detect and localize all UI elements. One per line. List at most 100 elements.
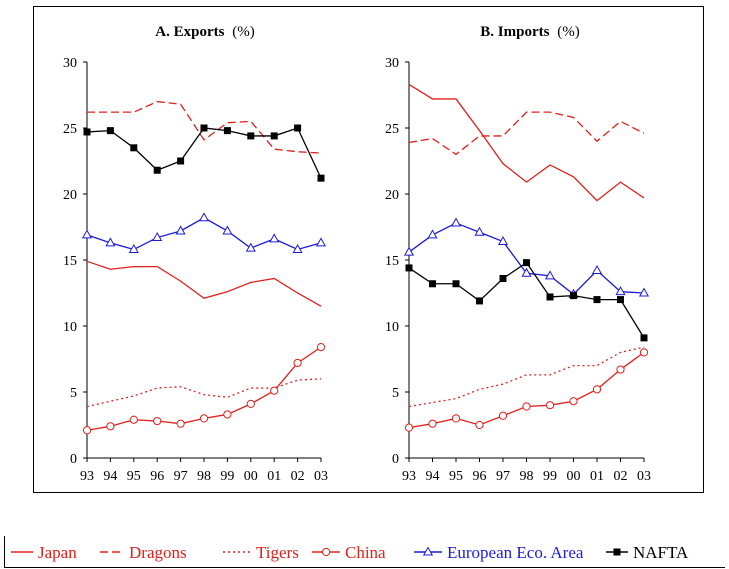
legend-item-nafta: NAFTA [606,543,689,562]
series-nafta [405,259,648,342]
point-nafta [270,132,278,140]
point-china [569,397,578,406]
series-line-china [408,351,645,429]
point-china [545,401,555,410]
x-tick-label: 96 [150,469,164,484]
point-european-eco-area [403,246,415,256]
point-european-eco-area [638,287,650,297]
x-tick-label: 94 [426,469,440,484]
point-nafta [223,127,231,135]
point-european-eco-area [198,212,210,222]
point-china [592,385,602,394]
point-china [428,419,437,428]
point-china [316,343,326,352]
point-european-eco-area [474,226,485,236]
x-tick-label: 00 [244,469,258,484]
point-european-eco-area [222,225,233,235]
x-ticks-exports: 93 94 95 96 97 98 99 00 01 02 03 [80,458,328,484]
point-european-eco-area [269,233,280,243]
panel-title-imports: B. Imports (%) [480,24,579,40]
point-china [199,414,209,423]
point-european-eco-area [292,243,303,253]
point-china [498,411,508,420]
y-tick-label: 15 [385,254,399,269]
point-nafta [106,127,114,135]
legend-label: China [345,543,386,562]
point-china [616,365,625,374]
charts-frame [33,6,704,493]
point-nafta [153,166,161,174]
point-nafta [83,128,91,136]
point-nafta [429,280,436,288]
legend-marker [321,547,331,557]
point-china [451,414,461,423]
point-european-eco-area [591,265,603,275]
legend-label: European Eco. Area [447,543,584,562]
legend-item-china: China [312,543,386,562]
point-european-eco-area [152,232,163,242]
point-european-eco-area [615,286,626,296]
point-nafta [593,296,601,304]
series-line-tigers [86,378,322,408]
series-european-eco-area [403,217,650,298]
series-line-nafta [86,127,322,179]
point-china [129,415,138,424]
x-tick-label: 02 [614,469,628,484]
x-tick-label: 00 [567,469,581,484]
series-line-japan [86,260,322,307]
point-nafta [617,296,624,304]
point-china [153,416,162,426]
point-nafta [523,259,530,267]
y-tick-label: 25 [63,122,77,137]
x-ticks-imports: 93 94 95 96 97 98 99 00 01 02 03 [402,458,651,484]
y-tick-label: 25 [385,122,399,137]
panel-imports: B. Imports (%) 0 5 10 15 20 25 30 93 94 95 96 97 98… [385,24,651,484]
series-line-tigers [408,346,645,408]
series-tigers [86,378,322,408]
series-imports [403,83,650,432]
series-dragons [87,100,322,154]
x-tick-label: 97 [174,469,188,484]
point-china [270,386,279,395]
point-european-eco-area [315,237,327,247]
point-china [639,348,649,357]
point-nafta [570,292,577,300]
point-european-eco-area [175,225,186,235]
x-tick-label: 93 [80,469,94,484]
y-tick-label: 10 [63,320,77,335]
series-line-dragons [87,100,322,154]
x-tick-label: 93 [402,469,416,484]
point-nafta [130,144,138,152]
point-european-eco-area [544,270,556,280]
legend-label: Tigers [256,543,299,562]
series-dragons [408,111,645,156]
point-nafta [177,157,185,165]
x-tick-label: 99 [543,469,557,484]
x-tick-label: 03 [637,469,651,484]
x-tick-label: 99 [220,469,234,484]
legend: Japan Dragons Tigers China European Eco. Are… [11,543,689,562]
point-nafta [476,297,483,305]
y-tick-label: 20 [385,188,399,203]
panel-title-exports: A. Exports (%) [155,24,254,40]
legend-label: NAFTA [633,543,689,562]
point-nafta [200,124,208,132]
point-nafta [247,132,255,140]
x-tick-label: 98 [197,469,211,484]
legend-marker [422,546,434,556]
y-tick-label: 10 [385,320,399,335]
legend-item-tigers: Tigers [223,543,299,562]
panel-title-imports-unit: (%) [557,24,580,40]
point-nafta [640,334,648,342]
x-tick-label: 01 [590,469,604,484]
x-tick-label: 97 [496,469,510,484]
legend-item-japan: Japan [11,543,77,562]
y-tick-label: 20 [63,188,77,203]
legend-label: Japan [38,543,77,562]
x-tick-label: 02 [291,469,305,484]
x-tick-label: 95 [449,469,463,484]
y-tick-label: 30 [63,56,77,71]
y-tick-label: 5 [70,386,77,401]
y-ticks-exports: 0 5 10 15 20 25 30 [63,56,87,467]
